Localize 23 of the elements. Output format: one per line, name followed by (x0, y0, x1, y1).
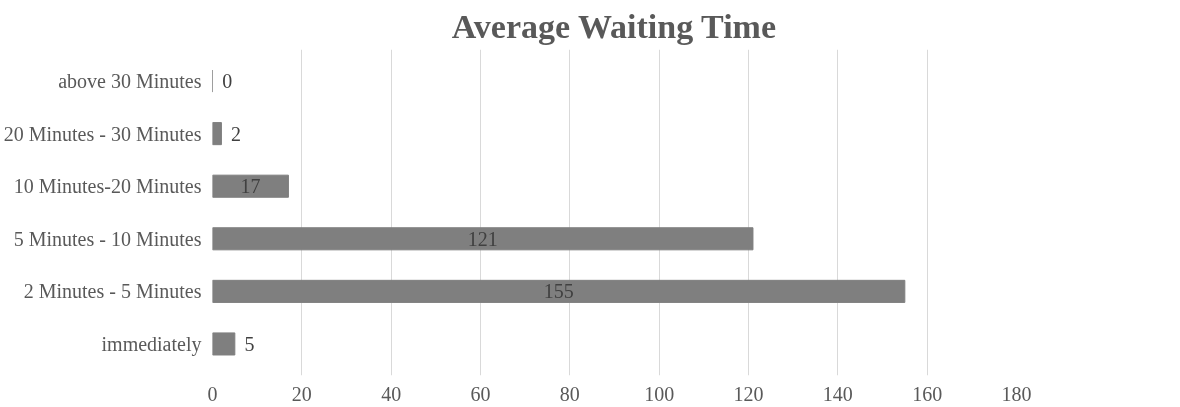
x-tick-label: 20 (291, 382, 312, 405)
y-tick-label: 10 Minutes-20 Minutes (13, 175, 202, 198)
x-tick-label: 100 (644, 382, 675, 405)
x-tick-label: 60 (470, 382, 491, 405)
data-label: 155 (543, 280, 574, 303)
data-label: 0 (222, 70, 233, 93)
data-label: 121 (467, 227, 498, 250)
y-tick-label: immediately (101, 332, 202, 356)
x-tick-label: 80 (559, 382, 580, 405)
y-tick-label: above 30 Minutes (58, 70, 202, 93)
y-tick-label: 2 Minutes - 5 Minutes (23, 280, 202, 303)
y-tick-label: 5 Minutes - 10 Minutes (13, 227, 202, 250)
chart-title: Average Waiting Time (451, 7, 777, 45)
x-tick-label: 160 (912, 382, 943, 405)
data-label: 2 (231, 122, 242, 145)
y-tick-label: 20 Minutes - 30 Minutes (3, 122, 202, 145)
x-tick-label: 140 (822, 382, 853, 405)
data-label: 5 (244, 332, 255, 355)
x-tick-label: 40 (381, 382, 402, 405)
x-tick-label: 120 (733, 382, 764, 405)
data-label: 17 (240, 175, 261, 198)
x-tick-label: 0 (207, 382, 218, 405)
x-tick-label: 180 (1001, 382, 1032, 405)
